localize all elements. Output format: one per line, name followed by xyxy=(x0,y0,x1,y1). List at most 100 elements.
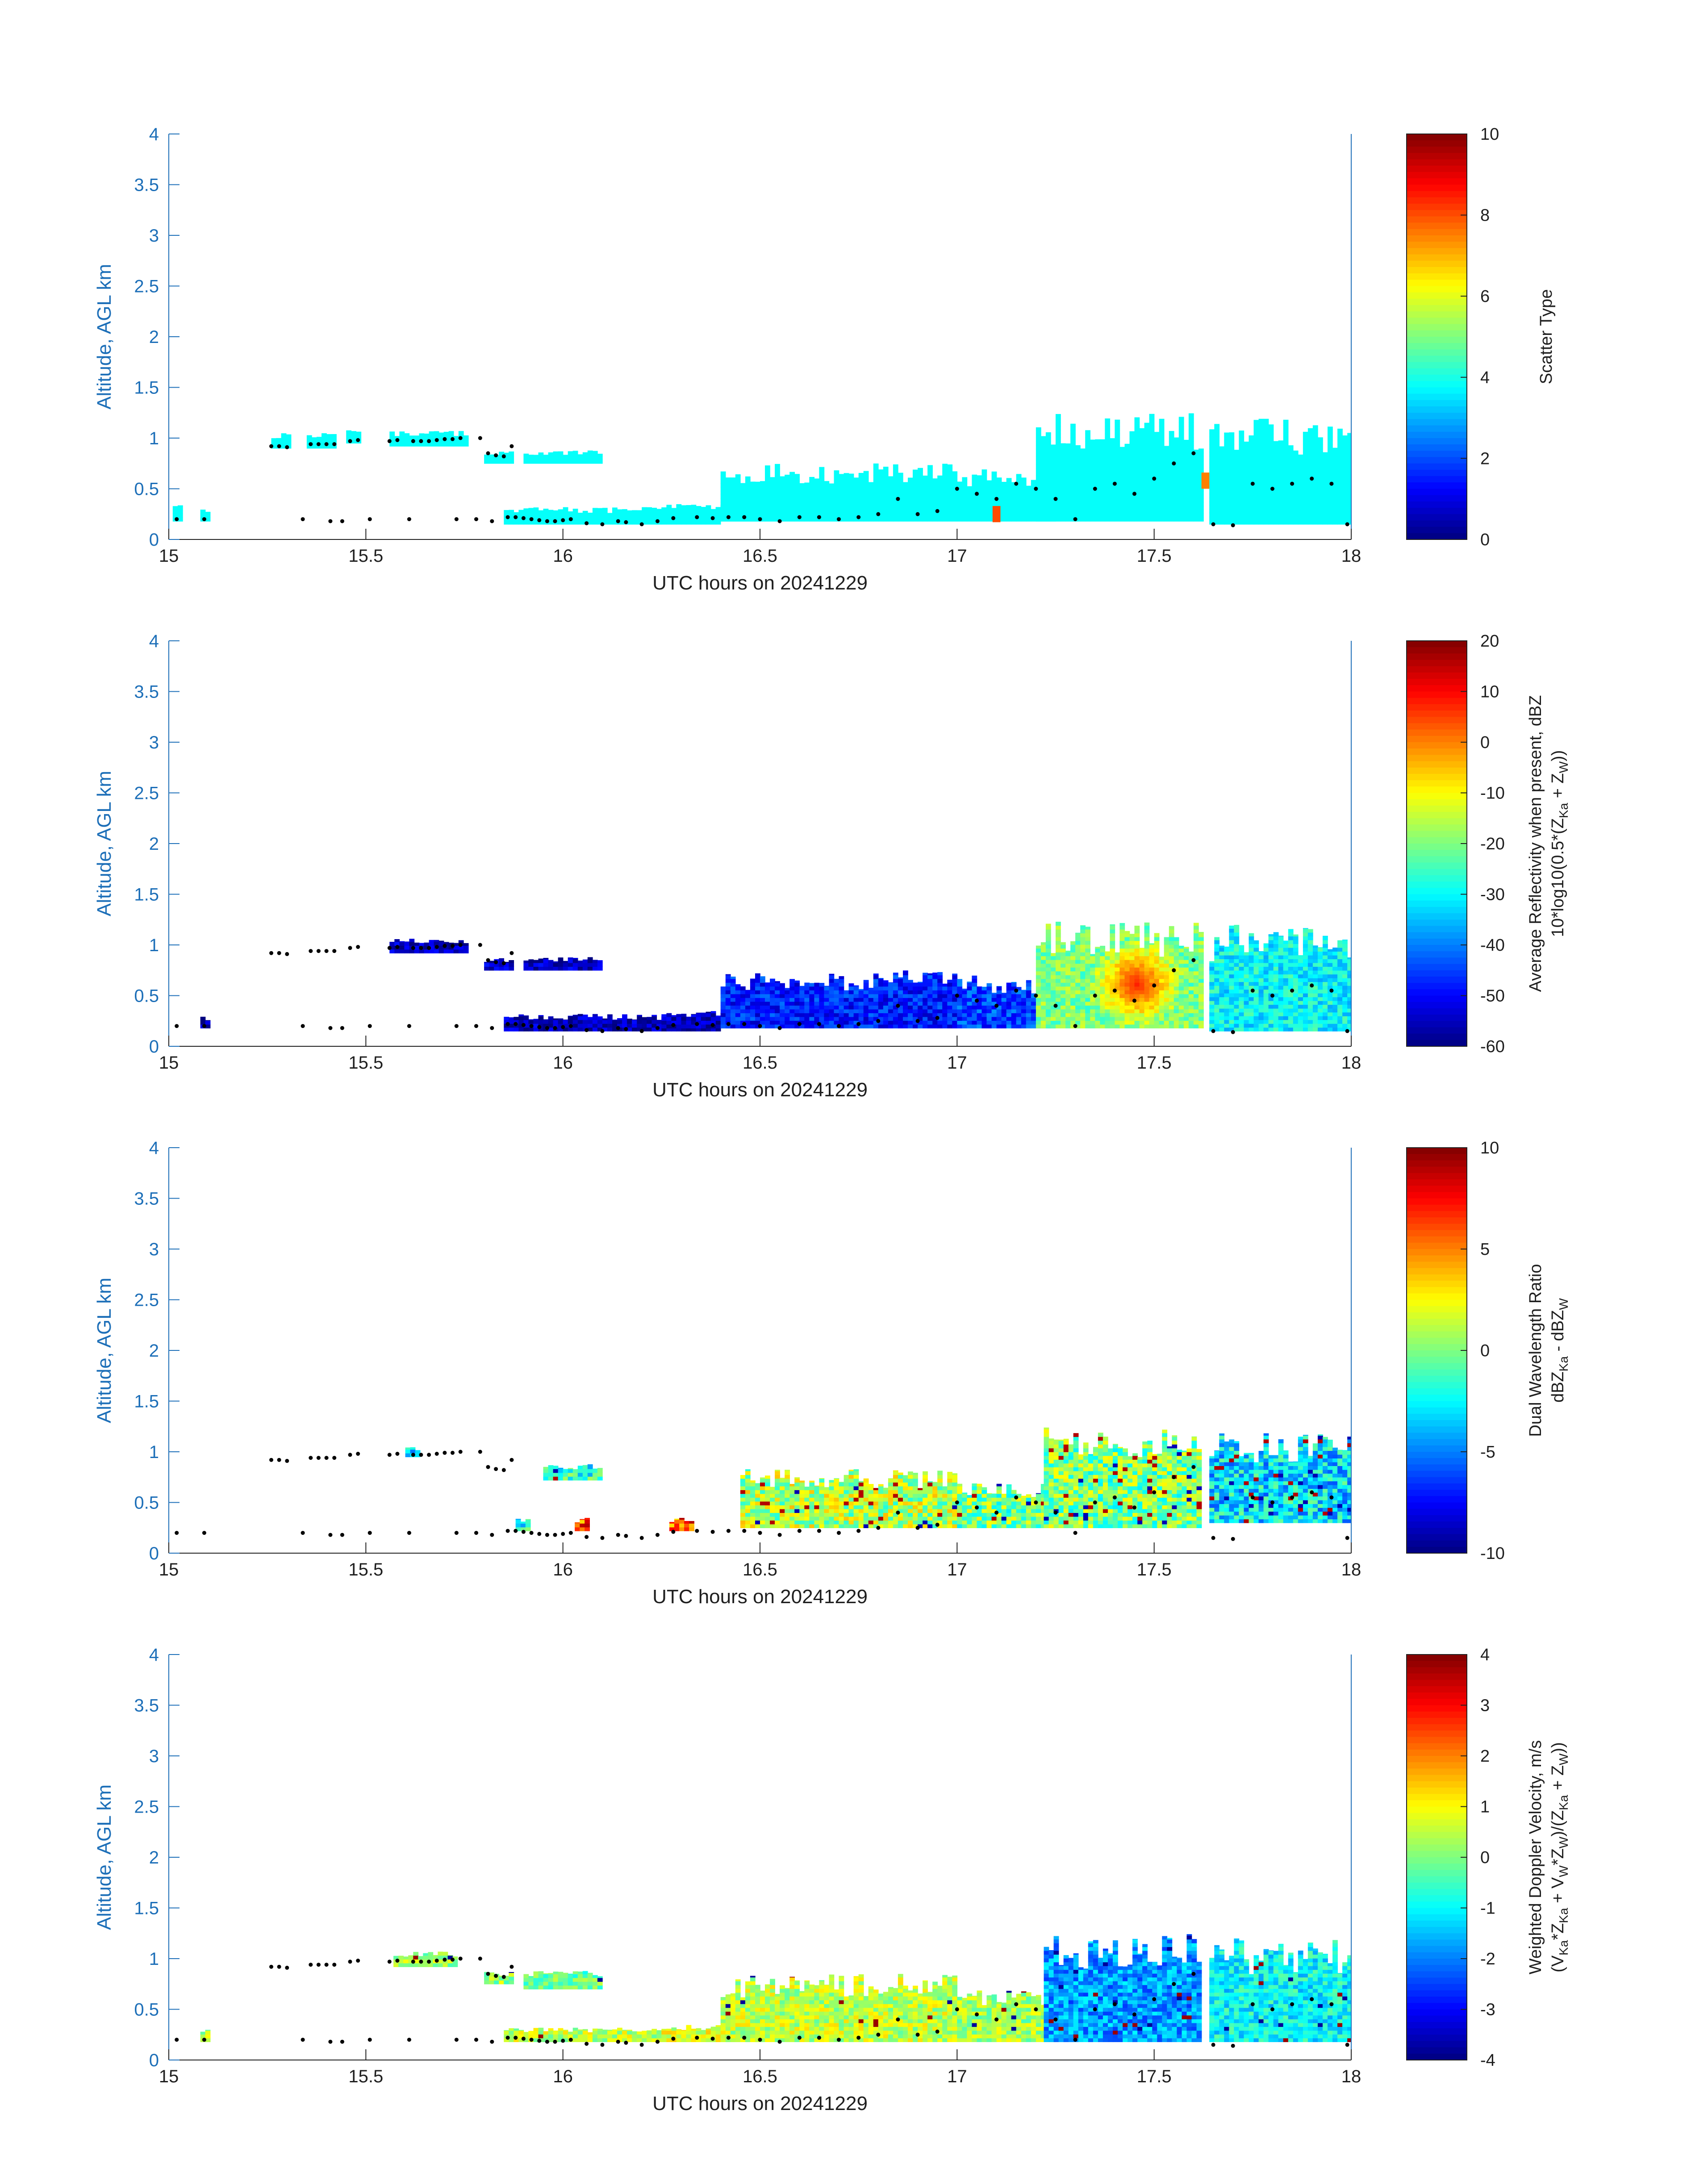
heatmap-cell xyxy=(438,432,444,435)
heatmap-cell xyxy=(986,983,992,987)
heatmap-cell xyxy=(1164,944,1169,949)
heatmap-cell xyxy=(1318,486,1323,491)
heatmap-cell xyxy=(834,487,839,491)
heatmap-cell xyxy=(785,491,790,495)
heatmap-cell xyxy=(1244,452,1249,456)
heatmap-cell xyxy=(883,514,889,518)
heatmap-cell xyxy=(1110,514,1115,518)
heatmap-cell xyxy=(691,1015,697,1017)
colorbar-swatch xyxy=(1407,508,1467,515)
heatmap-cell xyxy=(1323,490,1328,494)
heatmap-cell xyxy=(1159,502,1165,506)
heatmap-cell xyxy=(839,483,844,488)
heatmap-cell xyxy=(1134,925,1140,930)
heatmap-cell xyxy=(1051,494,1056,499)
heatmap-cell xyxy=(745,1020,751,1025)
heatmap-cell xyxy=(839,978,844,983)
heatmap-cell xyxy=(1070,460,1076,465)
heatmap-cell xyxy=(1110,1001,1115,1006)
heatmap-cell xyxy=(1149,994,1155,998)
x-axis-label: UTC hours on 20241229 xyxy=(652,572,868,594)
heatmap-cell xyxy=(597,962,603,967)
heatmap-cell xyxy=(868,487,874,491)
heatmap-cell xyxy=(735,1013,741,1017)
heatmap-cell xyxy=(1144,491,1150,495)
heatmap-cell xyxy=(868,482,874,484)
heatmap-cell xyxy=(1307,486,1313,491)
heatmap-cell xyxy=(883,506,889,510)
heatmap-cell xyxy=(1129,959,1135,964)
heatmap-cell xyxy=(443,439,449,443)
heatmap-cell xyxy=(1164,479,1169,484)
heatmap-cell xyxy=(399,945,405,950)
cloud-base-dot xyxy=(1112,481,1117,486)
y-tick-label: 2 xyxy=(149,327,159,347)
heatmap-cell xyxy=(888,517,894,522)
heatmap-cell xyxy=(844,1024,849,1028)
heatmap-cell xyxy=(1040,986,1046,990)
heatmap-cell xyxy=(819,517,825,522)
cloud-base-dot xyxy=(726,515,731,519)
heatmap-cell xyxy=(1214,516,1220,521)
heatmap-cell xyxy=(750,982,756,987)
heatmap-cell xyxy=(1337,505,1343,510)
heatmap-cell xyxy=(1061,514,1066,518)
colorbar-swatch xyxy=(1407,451,1467,458)
heatmap-cell xyxy=(1061,963,1066,968)
colorbar-swatch xyxy=(1407,482,1467,489)
heatmap-cell xyxy=(1070,437,1076,442)
heatmap-cell xyxy=(1332,467,1338,472)
heatmap-cell xyxy=(981,483,987,488)
heatmap-cell xyxy=(760,483,765,488)
heatmap-cell xyxy=(952,998,958,1002)
heatmap-cell xyxy=(701,1024,706,1028)
heatmap-cell xyxy=(592,516,598,521)
heatmap-cell xyxy=(1298,501,1303,506)
heatmap-cell xyxy=(404,945,410,950)
heatmap-cell xyxy=(1144,933,1150,937)
heatmap-cell xyxy=(908,1020,913,1025)
heatmap-cell xyxy=(937,476,943,480)
heatmap-cell xyxy=(1134,986,1140,990)
heatmap-cell xyxy=(819,1020,825,1025)
cloud-base-dot xyxy=(561,518,565,522)
heatmap-cell xyxy=(1119,491,1125,495)
heatmap-cell xyxy=(1001,483,1007,488)
heatmap-cell xyxy=(765,1024,770,1028)
heatmap-cell xyxy=(1139,1024,1145,1028)
heatmap-cell xyxy=(1134,1024,1140,1028)
heatmap-cell xyxy=(1273,486,1279,491)
heatmap-cell xyxy=(715,520,721,525)
heatmap-cell xyxy=(996,1020,1002,1025)
heatmap-cell xyxy=(1347,437,1351,441)
heatmap-cell xyxy=(730,510,736,514)
heatmap-cell xyxy=(448,949,454,953)
heatmap-cell xyxy=(1036,502,1041,506)
heatmap-cell xyxy=(972,1013,977,1017)
heatmap-cell xyxy=(1268,433,1274,437)
heatmap-cell xyxy=(1075,975,1081,979)
heatmap-cell xyxy=(868,1009,874,1013)
heatmap-cell xyxy=(1011,1020,1017,1025)
heatmap-cell xyxy=(1209,501,1215,506)
heatmap-cell xyxy=(750,1009,756,1013)
heatmap-cell xyxy=(568,452,573,456)
heatmap-cell xyxy=(1149,990,1155,994)
heatmap-cell xyxy=(1124,494,1130,499)
heatmap-cell xyxy=(696,510,702,514)
heatmap-cell xyxy=(1105,1001,1111,1006)
heatmap-cell xyxy=(1183,494,1189,499)
heatmap-cell xyxy=(942,1016,948,1021)
heatmap-cell xyxy=(765,472,770,476)
heatmap-cell xyxy=(883,1009,889,1013)
heatmap-cell xyxy=(794,514,800,518)
heatmap-cell xyxy=(1293,501,1299,506)
heatmap-cell xyxy=(514,1017,519,1020)
heatmap-cell xyxy=(1283,467,1289,472)
heatmap-cell xyxy=(1149,1009,1155,1013)
heatmap-cell xyxy=(923,994,928,998)
heatmap-cell xyxy=(1239,467,1244,472)
heatmap-cell xyxy=(1149,963,1155,968)
heatmap-cell xyxy=(1312,444,1318,449)
heatmap-cell xyxy=(602,1023,608,1028)
